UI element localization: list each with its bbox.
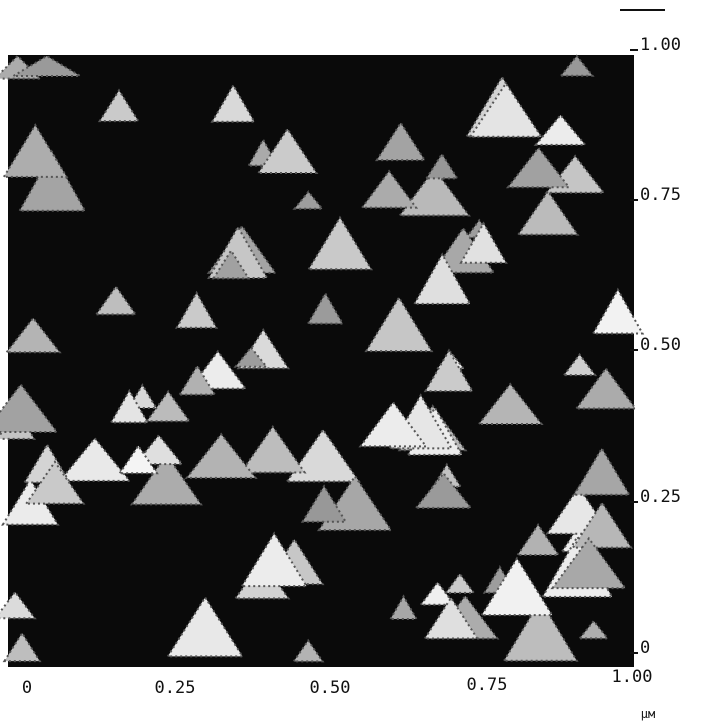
grain	[515, 523, 561, 556]
grain	[516, 189, 580, 236]
grain	[502, 598, 579, 662]
grain	[0, 382, 59, 433]
y-tick-label: 0.25	[640, 487, 681, 507]
grain	[374, 121, 427, 162]
grain	[233, 345, 269, 368]
grain	[109, 388, 150, 424]
x-tick-label: 0	[22, 678, 32, 698]
grain	[211, 248, 251, 280]
grain	[591, 287, 645, 335]
grain	[177, 363, 217, 396]
grain	[412, 252, 472, 305]
grain	[94, 284, 138, 316]
grain	[17, 150, 87, 212]
grain	[306, 215, 374, 271]
grain	[572, 446, 632, 496]
grain	[292, 190, 325, 210]
grain	[285, 428, 361, 483]
grain	[468, 81, 544, 138]
x-tick-label: 1.00	[612, 667, 653, 687]
grain	[364, 295, 434, 353]
grain	[57, 436, 132, 482]
grain	[414, 471, 474, 509]
grain	[574, 366, 638, 410]
grain	[443, 572, 476, 594]
grain	[24, 460, 86, 505]
grain	[423, 348, 475, 393]
grain	[117, 444, 159, 475]
grain	[424, 152, 460, 180]
y-tick-label: 1.00	[640, 35, 681, 55]
grain	[174, 290, 219, 329]
x-unit: µм	[641, 707, 655, 721]
grain	[479, 556, 554, 617]
grain	[165, 595, 245, 658]
grain	[358, 400, 429, 448]
grain	[562, 352, 598, 377]
grain	[240, 531, 309, 588]
y-tick-label: 0.50	[640, 335, 681, 355]
surface-grains	[0, 54, 645, 663]
grain	[306, 291, 345, 325]
grain	[533, 113, 588, 146]
grain	[291, 638, 325, 663]
grain	[300, 484, 348, 523]
y-tick-label: 0	[640, 638, 650, 658]
grain	[184, 432, 258, 479]
grain	[558, 54, 595, 77]
grain	[133, 433, 185, 466]
grain	[388, 594, 419, 621]
grain	[418, 580, 457, 606]
grain	[459, 221, 508, 264]
grain	[144, 389, 192, 423]
grain	[360, 169, 419, 209]
grain	[2, 123, 69, 178]
x-tick-label: 0.50	[310, 678, 351, 698]
grain	[2, 631, 42, 663]
grain	[97, 88, 141, 123]
grain	[256, 127, 319, 174]
grain	[423, 595, 480, 640]
grain	[9, 54, 84, 77]
grain	[0, 590, 37, 620]
grain	[4, 316, 62, 354]
afm-scan	[8, 55, 634, 667]
y-tick-label: 0.75	[640, 185, 681, 205]
grain	[210, 83, 257, 123]
grain	[505, 146, 572, 189]
x-tick-label: 0.75	[467, 675, 508, 695]
grain	[129, 452, 203, 506]
grain	[550, 536, 628, 590]
grain	[239, 424, 307, 474]
grain	[476, 382, 544, 426]
grain	[571, 500, 633, 549]
grain	[397, 167, 471, 217]
grain	[577, 619, 610, 640]
x-tick-label: 0.25	[155, 678, 196, 698]
